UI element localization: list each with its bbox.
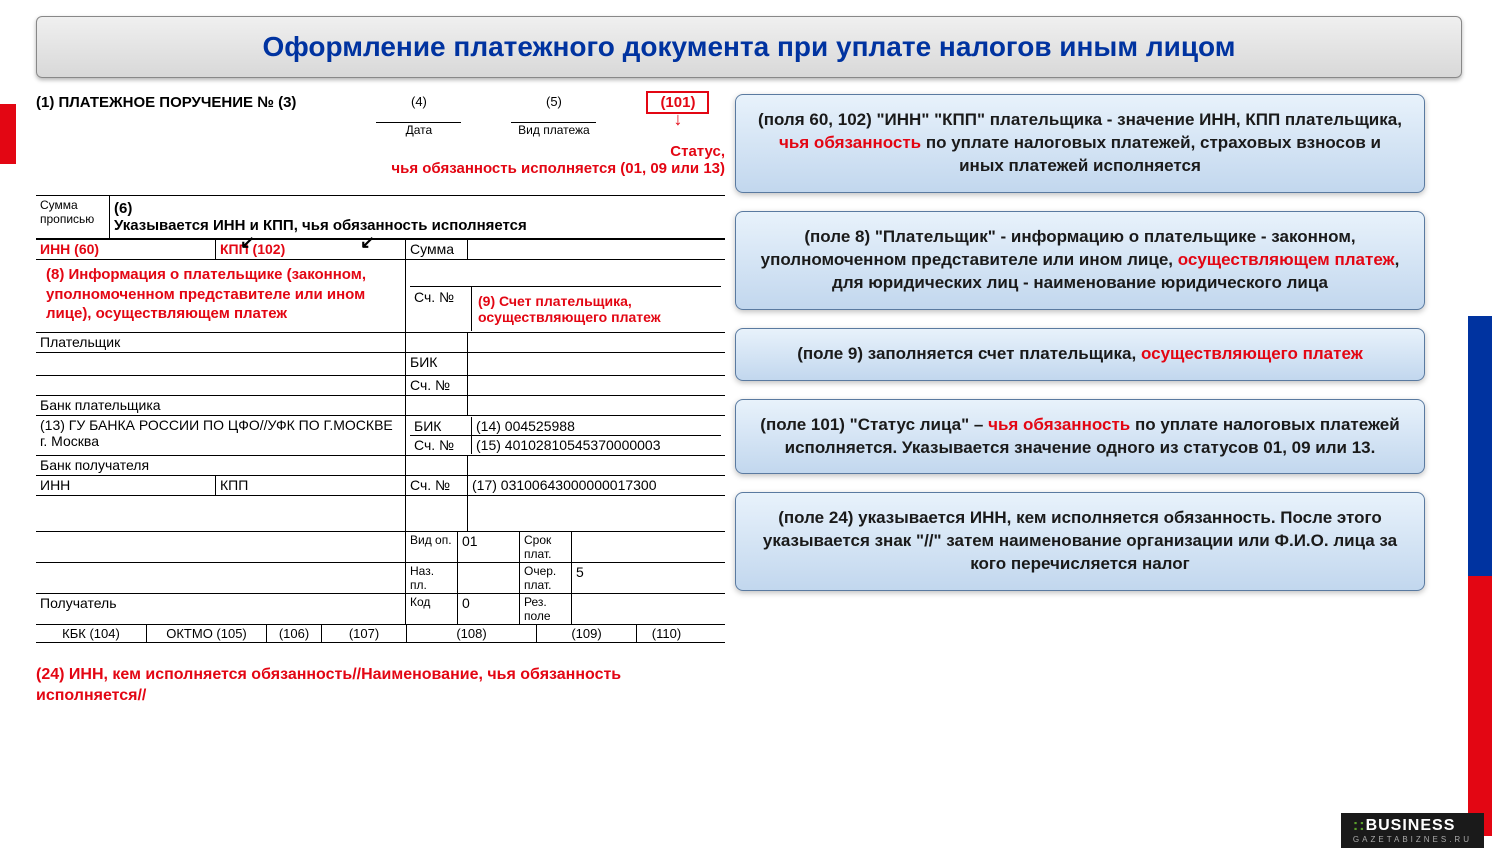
form-panel: (1) ПЛАТЕЖНОЕ ПОРУЧЕНИЕ № (3) (4) Дата (… <box>0 94 735 707</box>
title-bar: Оформление платежного документа при упла… <box>36 16 1462 78</box>
blue-accent-bar <box>1468 316 1492 576</box>
paytype-col: (5) Вид платежа <box>511 94 596 137</box>
pp-label: (1) ПЛАТЕЖНОЕ ПОРУЧЕНИЕ № (3) <box>36 94 296 111</box>
form-header-row: (1) ПЛАТЕЖНОЕ ПОРУЧЕНИЕ № (3) (4) Дата (… <box>36 94 725 137</box>
info-box-101: (поле 101) "Статус лица" – чья обязаннос… <box>735 399 1425 475</box>
date-col: (4) Дата <box>376 94 461 137</box>
watermark: ::BUSINESS GAZETABIZNES.RU <box>1341 813 1484 848</box>
main-content: (1) ПЛАТЕЖНОЕ ПОРУЧЕНИЕ № (3) (4) Дата (… <box>0 94 1498 707</box>
status-note: Статус, чья обязанность исполняется (01,… <box>36 143 725 177</box>
page-title: Оформление платежного документа при упла… <box>57 31 1441 63</box>
sum-row: Сумма прописью (6) Указывается ИНН и КПП… <box>36 195 725 239</box>
info-box-60-102: (поля 60, 102) "ИНН" "КПП" плательщика -… <box>735 94 1425 193</box>
info-box-8: (поле 8) "Плательщик" - информацию о пла… <box>735 211 1425 310</box>
info-panel: (поля 60, 102) "ИНН" "КПП" плательщика -… <box>735 94 1445 707</box>
info-box-24: (поле 24) указывается ИНН, кем исполняет… <box>735 492 1425 591</box>
field-9-info: (9) Счет плательщика, осуществляющего пл… <box>472 287 721 331</box>
red-accent-bar <box>0 104 16 164</box>
info-box-9: (поле 9) заполняется счет плательщика, о… <box>735 328 1425 381</box>
field-8-info: (8) Информация о плательщике (законном, … <box>40 261 401 328</box>
red-bottom-bar <box>1468 576 1492 836</box>
form-grid: ИНН (60) КПП (102) Сумма (8) Информация … <box>36 239 725 643</box>
field-24-note: (24) ИНН, кем исполняется обязанность//Н… <box>36 665 725 707</box>
bottom-fields-row: КБК (104) ОКТМО (105) (106) (107) (108) … <box>36 625 725 643</box>
